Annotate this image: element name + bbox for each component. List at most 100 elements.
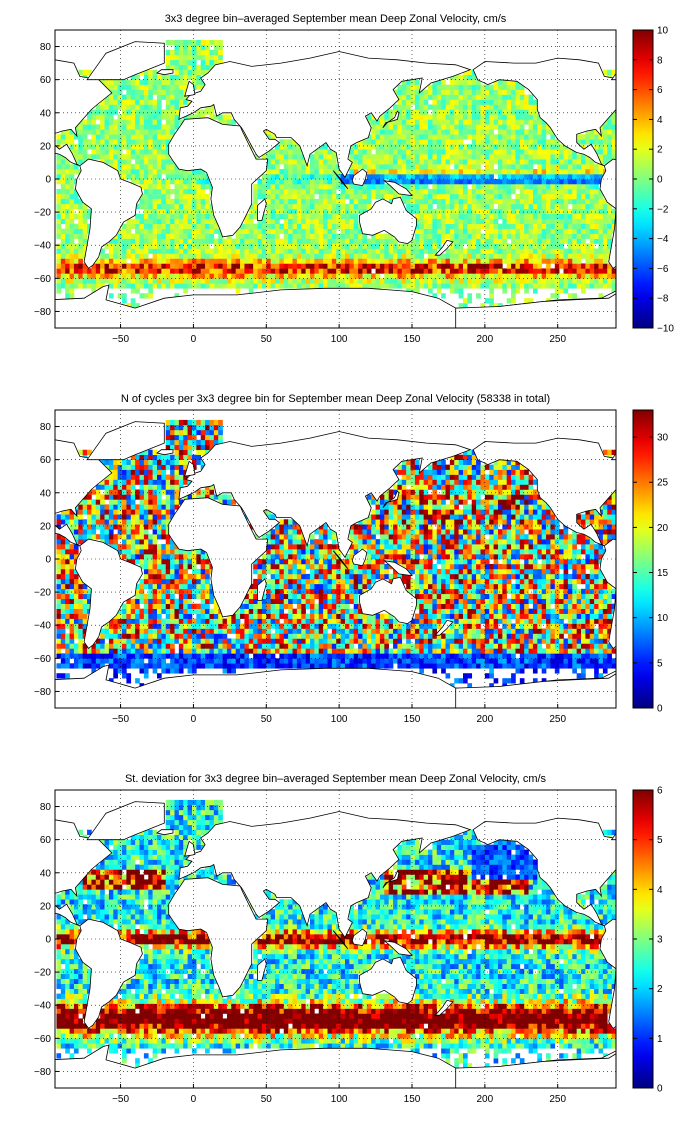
heatmap-cell (585, 278, 591, 284)
heatmap-cell (122, 169, 127, 175)
heatmap-cell (524, 223, 529, 229)
heatmap-cell (143, 179, 149, 185)
heatmap-cell (318, 174, 324, 180)
heatmap-cell (100, 129, 105, 135)
heatmap-cell (559, 193, 564, 200)
heatmap-cell (581, 213, 586, 220)
heatmap-cell (423, 278, 429, 284)
heatmap-cell (581, 183, 586, 190)
heatmap-cell (406, 109, 411, 115)
heatmap-cell (441, 119, 446, 125)
heatmap-cell (148, 544, 153, 550)
heatmap-cell (559, 174, 564, 180)
heatmap-cell (65, 263, 70, 269)
heatmap-cell (135, 519, 140, 525)
heatmap-cell (183, 114, 188, 120)
heatmap-cell (576, 179, 582, 185)
heatmap-cell (528, 218, 534, 224)
heatmap-cell (187, 188, 193, 195)
heatmap-cell (100, 658, 105, 664)
heatmap-cell (484, 208, 490, 215)
heatmap-cell (532, 149, 538, 155)
heatmap-cell (550, 223, 556, 229)
heatmap-cell (546, 154, 551, 160)
heatmap-cell (454, 129, 459, 135)
heatmap-cell (73, 213, 79, 220)
heatmap-cell (117, 459, 123, 465)
heatmap-cell (353, 243, 359, 249)
heatmap-cell (585, 228, 591, 234)
heatmap-cell (323, 208, 328, 215)
heatmap-cell (122, 489, 127, 495)
heatmap-cell (493, 84, 499, 90)
heatmap-cell (515, 84, 521, 90)
heatmap-cell (493, 104, 499, 110)
heatmap-cell (108, 124, 114, 130)
heatmap-cell (244, 273, 250, 279)
heatmap-cell (126, 159, 132, 165)
heatmap-cell (524, 154, 529, 160)
heatmap-cell (375, 283, 381, 289)
heatmap-cell (257, 253, 263, 259)
heatmap-cell (463, 213, 468, 220)
heatmap-cell (515, 218, 521, 224)
heatmap-cell (541, 228, 547, 234)
heatmap-cell (139, 139, 145, 145)
heatmap-cell (143, 94, 149, 100)
heatmap-cell (174, 268, 180, 274)
heatmap-cell (423, 243, 429, 249)
heatmap-cell (436, 218, 442, 224)
heatmap-cell (314, 268, 320, 274)
heatmap-cell (327, 169, 333, 175)
heatmap-cell (73, 273, 79, 279)
heatmap-cell (56, 169, 62, 175)
heatmap-cell (401, 159, 407, 165)
heatmap-cell (441, 228, 446, 234)
heatmap-cell (143, 139, 149, 145)
heatmap-cell (170, 273, 175, 279)
heatmap-cell (235, 258, 241, 264)
heatmap-cell (305, 169, 311, 175)
heatmap-cell (572, 233, 577, 239)
heatmap-cell (126, 613, 132, 619)
heatmap-cell (458, 223, 464, 229)
heatmap-cell (174, 174, 180, 180)
heatmap-cell (327, 183, 333, 190)
heatmap-cell (305, 248, 311, 254)
heatmap-cell (471, 134, 477, 140)
heatmap-cell (113, 499, 118, 505)
heatmap-cell (546, 188, 551, 195)
heatmap-cell (122, 233, 127, 239)
heatmap-cell (358, 248, 363, 254)
heatmap-cell (183, 223, 188, 229)
heatmap-cell (305, 208, 311, 215)
heatmap-cell (226, 253, 232, 259)
heatmap-cell (143, 273, 149, 279)
heatmap-cell (528, 233, 534, 239)
heatmap-cell (537, 169, 542, 175)
heatmap-cell (331, 188, 337, 195)
heatmap-cell (602, 218, 608, 224)
heatmap-cell (165, 64, 171, 71)
heatmap-cell (331, 223, 337, 229)
heatmap-cell (152, 208, 158, 215)
heatmap-cell (275, 208, 280, 215)
heatmap-cell (130, 233, 136, 239)
heatmap-cell (248, 228, 254, 234)
heatmap-cell (524, 159, 529, 165)
heatmap-cell (148, 293, 153, 299)
heatmap-cell (174, 218, 180, 224)
heatmap-cell (532, 144, 538, 150)
heatmap-cell (371, 139, 376, 145)
heatmap-cell (401, 94, 407, 100)
heatmap-cell (463, 84, 468, 90)
heatmap-cell (82, 653, 88, 659)
heatmap-cell (296, 198, 302, 205)
heatmap-cell (69, 293, 75, 299)
heatmap-cell (493, 283, 499, 289)
heatmap-cell (463, 208, 468, 215)
heatmap-cell (152, 663, 158, 669)
heatmap-cell (563, 144, 569, 150)
x-tick-label: 0 (191, 334, 197, 345)
heatmap-cell (314, 164, 320, 170)
